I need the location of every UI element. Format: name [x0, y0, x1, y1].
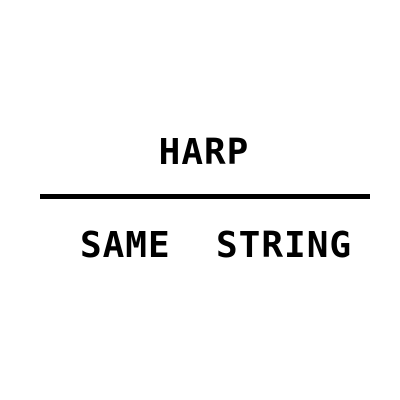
bottom-words: SAME STRING [79, 225, 353, 266]
divider-line [40, 194, 370, 199]
top-word: HARP [158, 132, 250, 173]
